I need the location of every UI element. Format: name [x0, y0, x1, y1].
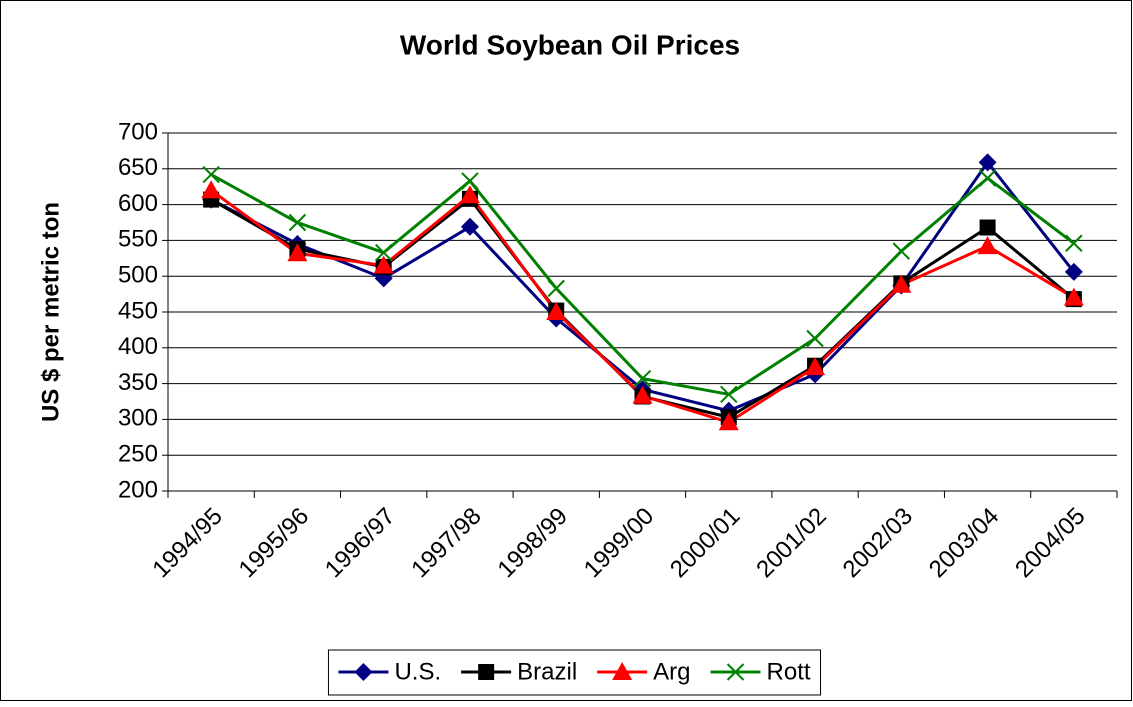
marker — [460, 217, 479, 236]
y-tick-label: 550 — [118, 226, 158, 253]
marker — [805, 357, 826, 376]
marker — [726, 663, 745, 681]
marker — [718, 412, 739, 431]
marker — [978, 169, 997, 187]
y-tick-label: 200 — [118, 476, 158, 503]
marker — [806, 329, 824, 348]
marker — [978, 153, 997, 172]
y-tick-label: 350 — [118, 369, 158, 396]
marker — [632, 385, 653, 404]
legend-label: Brazil — [517, 658, 577, 685]
marker — [478, 664, 495, 680]
marker — [633, 369, 652, 388]
marker — [288, 213, 307, 232]
marker — [546, 302, 567, 320]
marker — [461, 172, 479, 190]
y-tick-label: 500 — [118, 262, 158, 289]
legend-label: Arg — [653, 658, 690, 685]
marker — [977, 236, 998, 255]
y-tick-label: 300 — [118, 405, 158, 432]
marker — [979, 219, 996, 236]
y-tick-label: 250 — [118, 441, 158, 468]
marker — [547, 279, 565, 298]
marker — [1063, 287, 1084, 306]
legend-label: Rott — [767, 658, 811, 685]
marker — [459, 185, 480, 204]
y-tick-label: 650 — [118, 154, 158, 181]
marker — [354, 663, 373, 681]
marker — [201, 180, 222, 199]
y-tick-label: 450 — [118, 297, 158, 324]
legend: U.S. Brazil Arg Rott — [327, 649, 822, 696]
y-tick-label: 700 — [118, 118, 158, 145]
marker — [202, 165, 220, 184]
y-tick-label: 600 — [118, 190, 158, 217]
marker — [373, 255, 394, 274]
y-tick-label: 400 — [118, 333, 158, 360]
marker — [287, 243, 308, 262]
chart-title: World Soybean Oil Prices — [400, 29, 740, 60]
marker — [612, 662, 633, 680]
marker — [892, 242, 911, 260]
marker — [374, 243, 393, 262]
y-axis-title: US $ per metric ton — [37, 202, 64, 422]
marker — [1064, 262, 1083, 281]
legend-label: U.S. — [394, 658, 441, 685]
marker — [1065, 234, 1083, 252]
marker — [720, 385, 738, 404]
marker — [891, 274, 912, 293]
